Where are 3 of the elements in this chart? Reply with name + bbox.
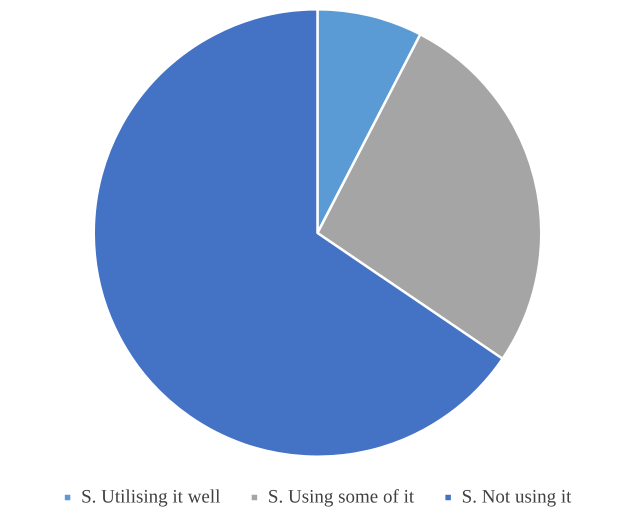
legend-label: S. Not using it xyxy=(462,486,572,508)
legend-label: S. Utilising it well xyxy=(81,486,220,508)
legend-label: S. Using some of it xyxy=(268,486,415,508)
